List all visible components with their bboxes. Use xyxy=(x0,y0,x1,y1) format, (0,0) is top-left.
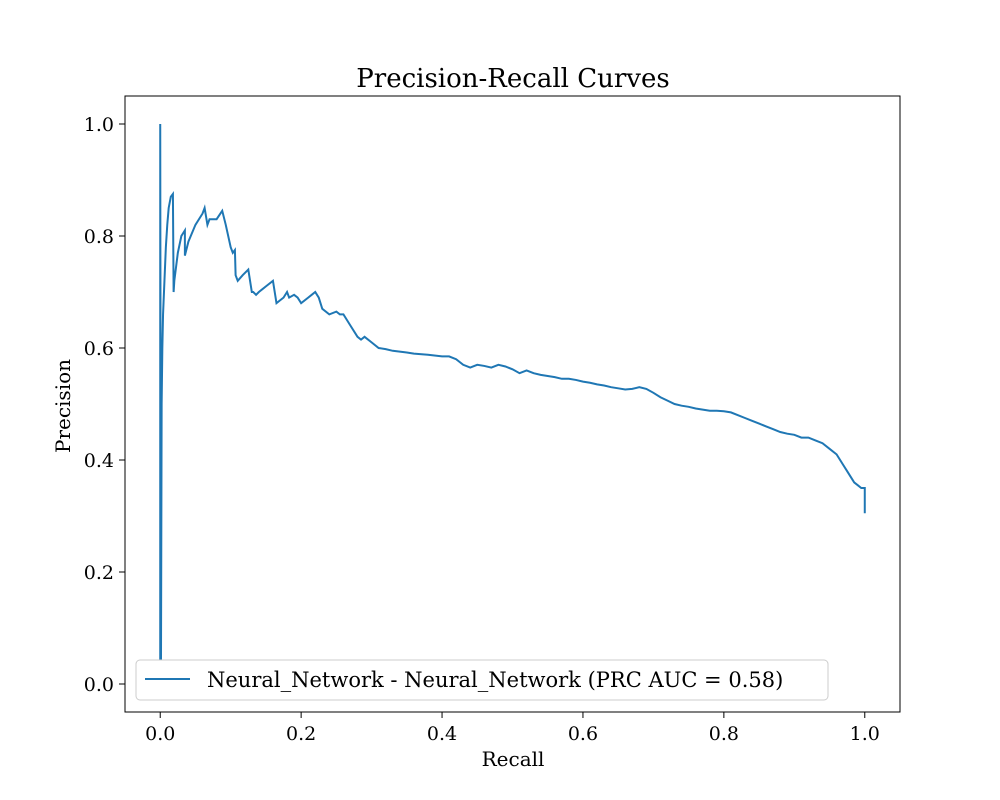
legend-label: Neural_Network - Neural_Network (PRC AUC… xyxy=(207,668,783,692)
y-tick-label: 0.0 xyxy=(84,674,114,696)
axes-frame xyxy=(124,95,901,713)
x-tick-label: 0.4 xyxy=(427,723,457,745)
x-tick-label: 0.6 xyxy=(568,723,598,745)
series-line-0 xyxy=(159,123,866,685)
x-tick-label: 1.0 xyxy=(850,723,880,745)
y-tick-label: 0.4 xyxy=(84,450,114,472)
x-tick-label: 0.8 xyxy=(709,723,739,745)
chart-title: Precision-Recall Curves xyxy=(356,64,669,94)
y-tick-label: 0.6 xyxy=(84,338,114,360)
x-tick-label: 0.0 xyxy=(145,723,175,745)
legend-box xyxy=(135,659,829,701)
x-axis-label: Recall xyxy=(482,747,545,771)
y-axis: 0.0 0.2 0.4 0.6 0.8 1.0 xyxy=(84,114,125,696)
x-tick-label: 0.2 xyxy=(286,723,316,745)
y-tick-label: 1.0 xyxy=(84,114,114,136)
y-axis-label: Precision xyxy=(51,359,75,453)
legend: Neural_Network - Neural_Network (PRC AUC… xyxy=(135,659,829,701)
x-axis: 0.0 0.2 0.4 0.6 0.8 1.0 xyxy=(145,712,880,745)
plot-area xyxy=(124,95,901,713)
y-tick-label: 0.2 xyxy=(84,562,114,584)
y-tick-label: 0.8 xyxy=(84,226,114,248)
